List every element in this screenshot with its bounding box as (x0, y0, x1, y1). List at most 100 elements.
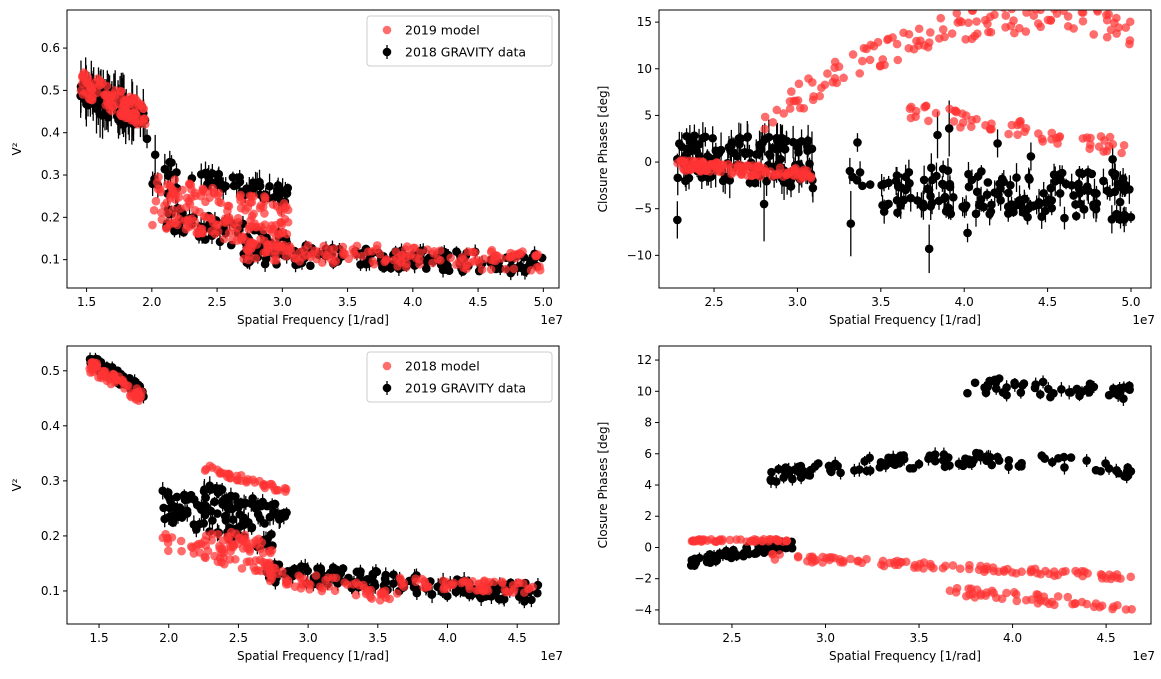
model-point (256, 234, 265, 244)
model-point (265, 576, 275, 586)
model-point (151, 196, 161, 206)
model-point (224, 535, 233, 544)
model-point (396, 258, 406, 267)
model-point (219, 234, 229, 244)
data-point (933, 130, 942, 140)
data-point (1084, 388, 1094, 397)
x-tick-label: 4.0 (403, 295, 422, 309)
model-point (1053, 139, 1062, 148)
model-point (921, 101, 931, 111)
data-point (352, 567, 362, 577)
x-scale-label: 1e7 (540, 649, 563, 663)
model-point (201, 531, 211, 540)
y-tick-label: 0.3 (41, 168, 60, 182)
model-point (965, 590, 974, 599)
model-point (429, 249, 439, 258)
data-point (1090, 188, 1099, 198)
model-point (410, 243, 420, 253)
data-point (160, 514, 169, 524)
data-point (220, 511, 230, 521)
data-point (1112, 466, 1121, 476)
model-point (1117, 148, 1126, 158)
model-point (1012, 596, 1022, 606)
data-point (380, 574, 390, 584)
model-point (214, 188, 224, 198)
data-point (1075, 189, 1084, 198)
plot-area (673, 1, 1136, 274)
y-tick-label: 0.6 (41, 41, 60, 55)
model-point (817, 83, 826, 93)
data-point (855, 465, 864, 474)
model-point (185, 222, 195, 231)
data-point (1016, 388, 1026, 397)
model-point (1050, 600, 1059, 610)
data-point (996, 196, 1005, 205)
model-point (223, 206, 232, 216)
model-point (302, 251, 311, 260)
data-point (997, 174, 1007, 184)
legend-label: 2019 model (405, 23, 480, 38)
model-point (200, 466, 210, 475)
model-point (825, 552, 835, 562)
data-point (421, 264, 431, 273)
model-point (358, 580, 368, 590)
model-point (926, 28, 935, 37)
data-point (476, 593, 486, 603)
model-point (839, 556, 848, 566)
model-point (945, 586, 955, 596)
x-tick-label: 4.0 (955, 295, 974, 309)
y-tick-label: 0.3 (41, 474, 60, 488)
model-point (858, 56, 867, 66)
model-point (865, 55, 875, 65)
model-point (923, 42, 933, 52)
model-point (163, 538, 173, 548)
data-point (160, 164, 170, 174)
data-point (893, 208, 902, 218)
model-point (715, 535, 725, 544)
model-point (191, 191, 200, 201)
model-point (173, 220, 182, 230)
data-point (1115, 197, 1125, 207)
data-point (192, 525, 201, 534)
data-point (964, 169, 973, 179)
data-point (1002, 390, 1011, 400)
x-tick-label: 2.5 (704, 295, 723, 309)
model-point (275, 230, 284, 239)
model-point (391, 247, 401, 256)
axes-frame (658, 9, 1152, 289)
model-point (948, 561, 958, 570)
data-point (742, 133, 752, 142)
y-tick-label: −4 (634, 603, 652, 617)
model-point (787, 87, 796, 96)
model-point (484, 577, 494, 587)
model-point (811, 555, 820, 565)
model-point (1016, 1, 1025, 10)
data-point (452, 247, 461, 256)
model-point (815, 91, 825, 101)
model-point (217, 558, 226, 567)
data-point (256, 501, 266, 511)
model-point (119, 96, 129, 105)
model-point (97, 371, 107, 381)
data-point (328, 563, 338, 572)
model-point (854, 556, 863, 566)
model-point (775, 550, 784, 559)
data-point (727, 138, 737, 147)
model-point (862, 554, 871, 564)
model-point (268, 200, 278, 209)
data-series (673, 100, 1136, 274)
data-point (221, 181, 231, 191)
data-point (691, 558, 700, 568)
model-point (277, 220, 287, 230)
model-point (328, 258, 338, 268)
data-point (928, 175, 937, 185)
data-point (803, 470, 813, 480)
model-point (407, 249, 416, 259)
model-point (957, 17, 966, 27)
data-point (213, 509, 222, 518)
model-point (163, 208, 172, 218)
model-point (701, 166, 711, 175)
model-point (343, 580, 352, 589)
model-point (486, 255, 496, 264)
